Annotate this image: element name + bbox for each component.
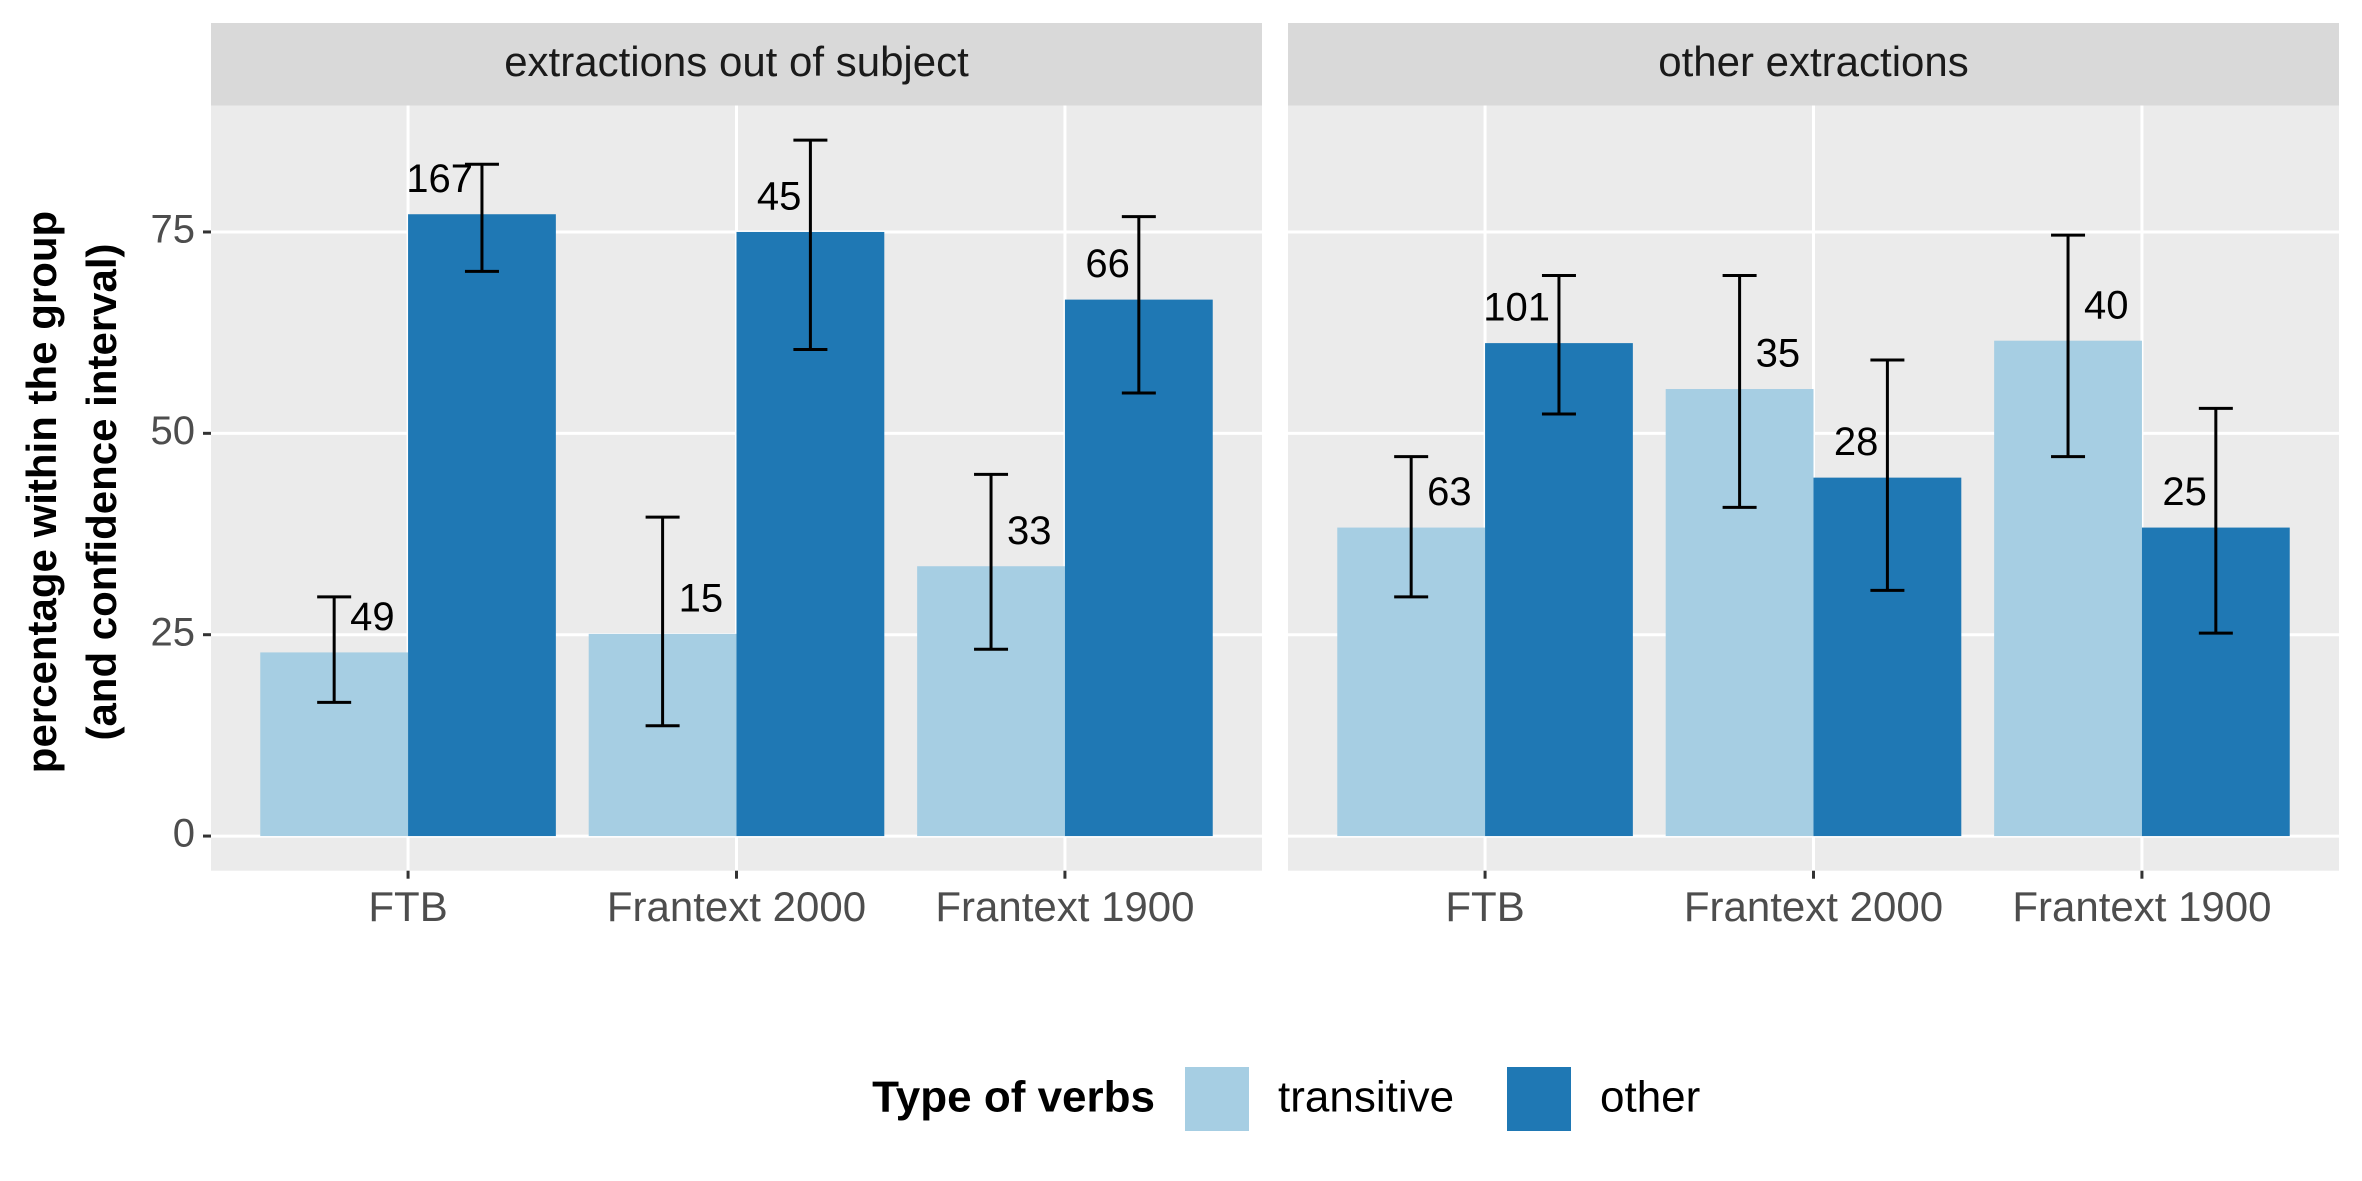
count-label: 35 bbox=[1756, 332, 1801, 376]
count-label: 28 bbox=[1834, 420, 1879, 464]
count-label: 15 bbox=[679, 576, 724, 620]
legend-title: Type of verbs bbox=[872, 1073, 1155, 1122]
strip bbox=[1288, 23, 2339, 106]
y-tick-label: 0 bbox=[173, 812, 195, 856]
count-label: 167 bbox=[406, 157, 473, 201]
x-tick-label: FTB bbox=[1445, 883, 1524, 930]
y-tick-label: 75 bbox=[151, 208, 196, 252]
y-tick-label: 25 bbox=[151, 610, 196, 654]
x-tick-label: Frantext 1900 bbox=[2012, 883, 2271, 930]
x-tick-label: FTB bbox=[368, 883, 447, 930]
count-label: 63 bbox=[1427, 470, 1472, 514]
y-axis-title: percentage within the group bbox=[18, 211, 65, 773]
x-tick-label: Frantext 2000 bbox=[1684, 883, 1943, 930]
x-tick-label: Frantext 2000 bbox=[607, 883, 866, 930]
bar bbox=[1485, 343, 1633, 837]
legend-label: other bbox=[1600, 1073, 1700, 1122]
count-label: 66 bbox=[1085, 242, 1130, 286]
legend-key bbox=[1183, 1065, 1251, 1133]
count-label: 45 bbox=[757, 175, 802, 219]
bar bbox=[408, 214, 556, 837]
legend-label: transitive bbox=[1278, 1073, 1454, 1122]
count-label: 33 bbox=[1007, 509, 1052, 553]
count-label: 25 bbox=[2162, 470, 2207, 514]
legend-key bbox=[1505, 1065, 1573, 1133]
y-tick-label: 50 bbox=[151, 409, 196, 453]
strip bbox=[211, 23, 1262, 106]
x-tick-label: Frantext 1900 bbox=[935, 883, 1194, 930]
count-label: 101 bbox=[1483, 286, 1550, 330]
facet-title: other extractions bbox=[1658, 38, 1969, 85]
count-label: 40 bbox=[2084, 283, 2129, 327]
y-axis-title: (and confidence interval) bbox=[78, 243, 125, 740]
count-label: 49 bbox=[350, 595, 395, 639]
facet-title: extractions out of subject bbox=[504, 38, 969, 85]
